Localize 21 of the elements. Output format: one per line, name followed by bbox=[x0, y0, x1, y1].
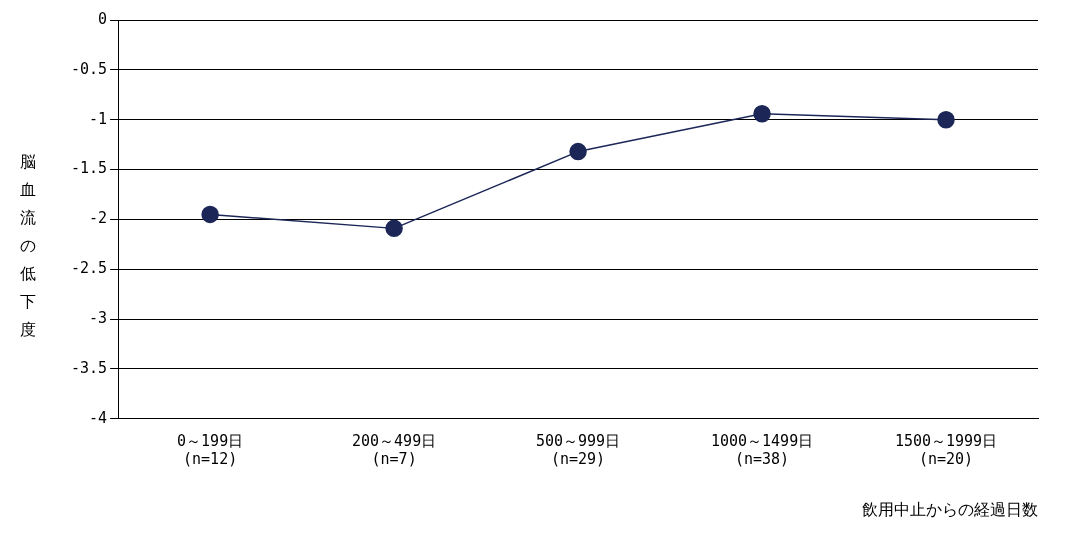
x-tick-label: 200～499日 (n=7) bbox=[351, 431, 437, 468]
y-tick-label: -1 bbox=[89, 109, 108, 128]
point bbox=[201, 205, 219, 224]
y-tick-label: -1.5 bbox=[71, 159, 108, 178]
x-tick-label: 500～999日 (n=29) bbox=[535, 431, 621, 468]
y-tick-label: -2 bbox=[89, 209, 108, 228]
x-tick-label: 1500～1999日 (n=20) bbox=[894, 431, 998, 468]
y-tick-label: 0 bbox=[98, 9, 108, 28]
point bbox=[385, 219, 403, 238]
y-tick-label: -2.5 bbox=[71, 259, 108, 278]
y-tick-label: -3 bbox=[89, 308, 108, 327]
y-axis-title: 脳血流の低下度 bbox=[19, 151, 37, 341]
y-tick-label: -4 bbox=[89, 408, 108, 427]
x-tick-label: 0～199日 (n=12) bbox=[177, 431, 244, 468]
point bbox=[753, 104, 771, 123]
x-axis-title: 飲用中止からの経過日数 bbox=[862, 499, 1038, 519]
point bbox=[937, 110, 955, 129]
point bbox=[569, 142, 587, 161]
y-tick-label: -3.5 bbox=[71, 358, 108, 377]
x-tick-label: 1000～1499日 (n=38) bbox=[710, 431, 814, 468]
y-tick-label: -0.5 bbox=[71, 59, 108, 78]
